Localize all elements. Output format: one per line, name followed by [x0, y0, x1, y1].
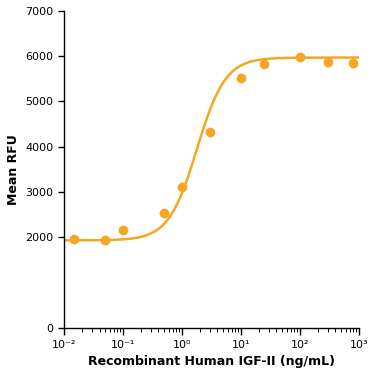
X-axis label: Recombinant Human IGF-II (ng/mL): Recombinant Human IGF-II (ng/mL) — [88, 355, 335, 368]
Y-axis label: Mean RFU: Mean RFU — [7, 134, 20, 205]
